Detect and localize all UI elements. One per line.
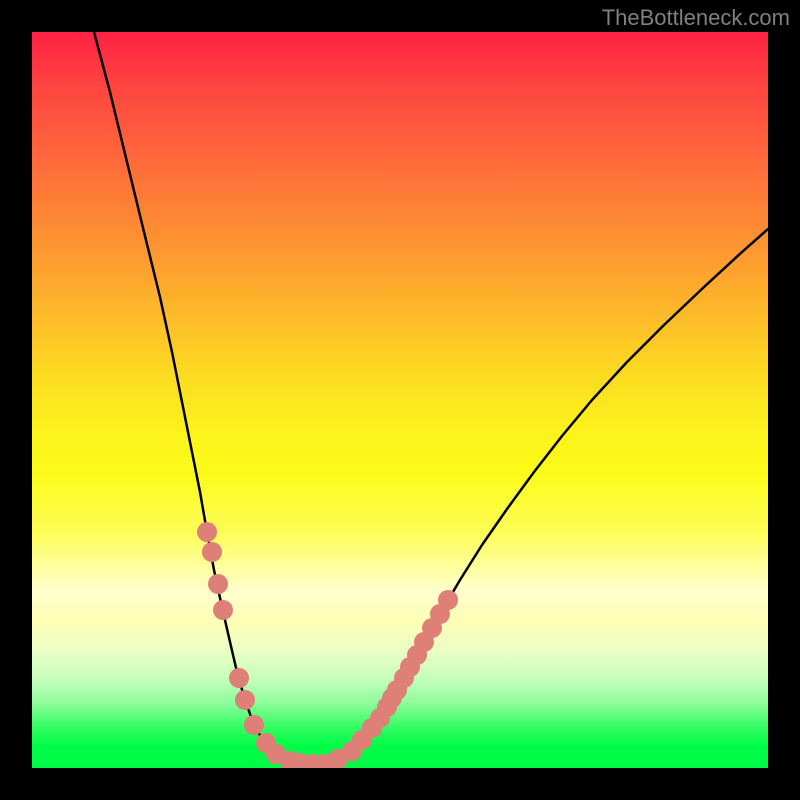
bottleneck-curve [94, 32, 768, 764]
chart-svg [32, 32, 768, 768]
data-point [244, 715, 264, 735]
bottleneck-chart [32, 32, 768, 768]
scatter-bottom-valley [266, 741, 362, 768]
data-point [208, 574, 228, 594]
scatter-right-branch [352, 590, 458, 750]
data-point [229, 668, 249, 688]
data-point [438, 590, 458, 610]
data-point [197, 522, 217, 542]
data-point [213, 600, 233, 620]
scatter-left-branch [197, 522, 276, 753]
data-point [202, 542, 222, 562]
data-point [235, 690, 255, 710]
watermark-text: TheBottleneck.com [602, 5, 790, 31]
